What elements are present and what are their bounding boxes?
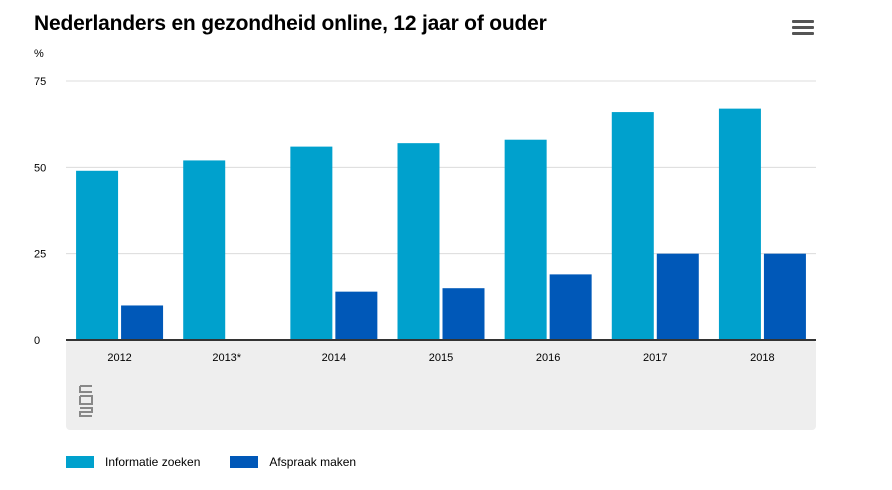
legend-label: Afspraak maken	[269, 455, 357, 469]
bar-afspraak-maken-2012[interactable]	[121, 305, 164, 340]
bar-informatie-zoeken-2013[interactable]	[183, 160, 226, 340]
x-tick-label: 2016	[536, 352, 560, 364]
bar-chart: 0 25 50 75 2012 2013* 2014 2015 2016 2017 2018	[34, 76, 816, 430]
legend-item-informatie-zoeken[interactable]: Informatie zoeken	[66, 455, 200, 469]
bar-afspraak-maken-2014[interactable]	[335, 291, 378, 340]
bar-informatie-zoeken-2012[interactable]	[76, 170, 119, 340]
legend: Informatie zoeken Afspraak maken	[66, 455, 356, 469]
x-axis-band	[66, 340, 816, 430]
bar-informatie-zoeken-2018[interactable]	[718, 108, 761, 340]
legend-item-afspraak-maken[interactable]: Afspraak maken	[230, 455, 356, 469]
bar-afspraak-maken-2018[interactable]	[763, 253, 806, 340]
bar-afspraak-maken-2017[interactable]	[656, 253, 699, 340]
hamburger-menu-icon[interactable]	[792, 20, 814, 38]
y-tick-label: 0	[34, 335, 40, 347]
chart-title: Nederlanders en gezondheid online, 12 ja…	[34, 12, 547, 35]
x-tick-label: 2017	[643, 352, 667, 364]
y-axis-unit-label: %	[34, 48, 44, 60]
legend-swatch	[66, 456, 94, 468]
cbs-logo-icon	[79, 385, 93, 417]
y-tick-label: 25	[34, 249, 46, 261]
bar-informatie-zoeken-2017[interactable]	[611, 112, 654, 340]
y-tick-label: 75	[34, 76, 46, 88]
y-tick-label: 50	[34, 162, 46, 174]
x-tick-label: 2012	[107, 352, 131, 364]
legend-swatch	[230, 456, 259, 468]
bar-afspraak-maken-2015[interactable]	[442, 288, 485, 340]
x-tick-label: 2013*	[212, 352, 241, 364]
bar-informatie-zoeken-2016[interactable]	[504, 139, 547, 340]
x-tick-label: 2018	[750, 352, 774, 364]
legend-label: Informatie zoeken	[105, 455, 201, 469]
bar-afspraak-maken-2016[interactable]	[549, 274, 592, 340]
x-tick-label: 2015	[429, 352, 453, 364]
x-tick-label: 2014	[322, 352, 346, 364]
bar-informatie-zoeken-2014[interactable]	[290, 146, 333, 340]
bar-informatie-zoeken-2015[interactable]	[397, 143, 440, 340]
